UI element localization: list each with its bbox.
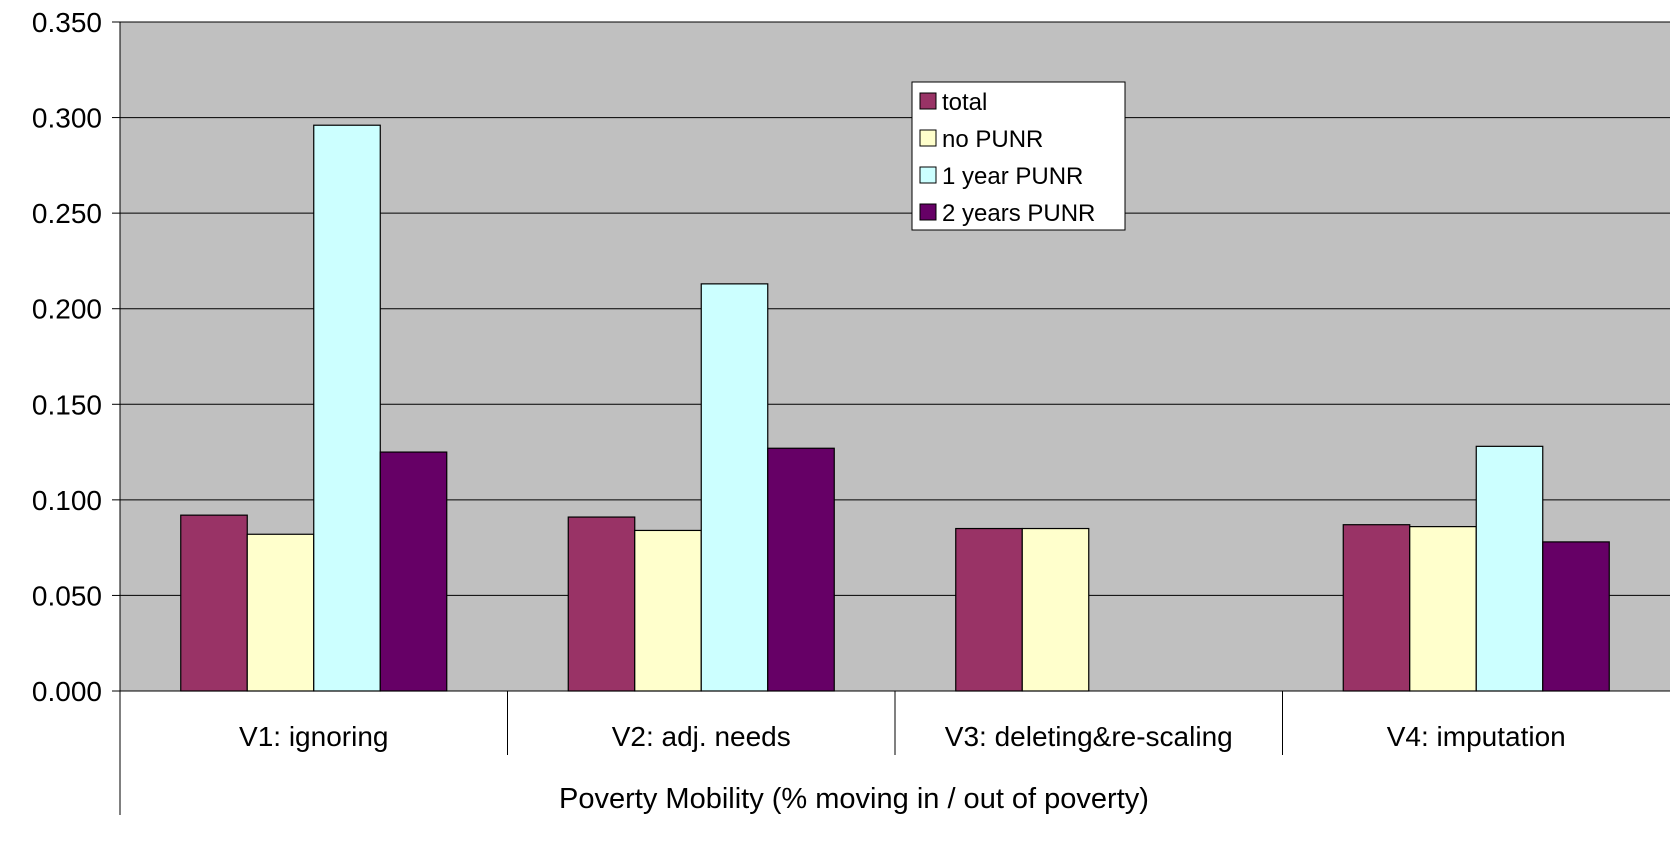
x-category-labels: V1: ignoring V2: adj. needs V3: deleting&r… [239,721,1566,752]
bar-1-year-punr [700,283,769,692]
x-category-label: V1: ignoring [239,721,388,752]
legend-label: 1 year PUNR [942,163,1083,190]
y-tick-label: 0.100 [32,485,102,516]
y-tick-labels: 0.000 0.050 0.100 0.150 0.200 0.250 0.300 0.350 [32,7,102,707]
bar-1-year-punr [313,124,381,692]
bar-2-years-punr [1542,541,1610,692]
bar-total [180,514,248,692]
legend-swatch [919,203,937,221]
y-tick-label: 0.050 [32,580,102,611]
y-tick-label: 0.000 [32,676,102,707]
bar-no-punr [246,533,315,692]
y-tick-label: 0.250 [32,198,102,229]
bar-no-punr [1409,526,1477,692]
y-tick-label: 0.350 [32,7,102,38]
legend-label: no PUNR [942,126,1043,153]
y-tick-label: 0.150 [32,389,102,420]
legend-label: total [942,89,987,116]
y-tick-label: 0.200 [32,294,102,325]
x-category-label: V4: imputation [1387,721,1566,752]
bar-2-years-punr [379,451,448,692]
axes [112,21,1670,815]
legend-box [911,81,1126,231]
bar-total [1342,524,1411,692]
bar-total [955,527,1023,692]
bar-no-punr [634,529,702,692]
legend-swatch [919,166,937,184]
y-tick-label: 0.300 [32,103,102,134]
bar-1-year-punr [1475,445,1544,692]
bar-no-punr [1021,527,1090,692]
x-axis-title: Poverty Mobility (% moving in / out of p… [559,783,1149,815]
bar-2-years-punr [767,447,835,692]
legend-label: 2 years PUNR [942,200,1095,227]
legend-swatch [919,92,937,110]
legend: total no PUNR 1 year PUNR 2 years PUNR [911,81,1126,231]
bar-total [567,516,636,692]
legend-swatch [919,129,937,147]
x-category-label: V2: adj. needs [612,721,791,752]
x-category-label: V3: deleting&re-scaling [945,721,1233,752]
